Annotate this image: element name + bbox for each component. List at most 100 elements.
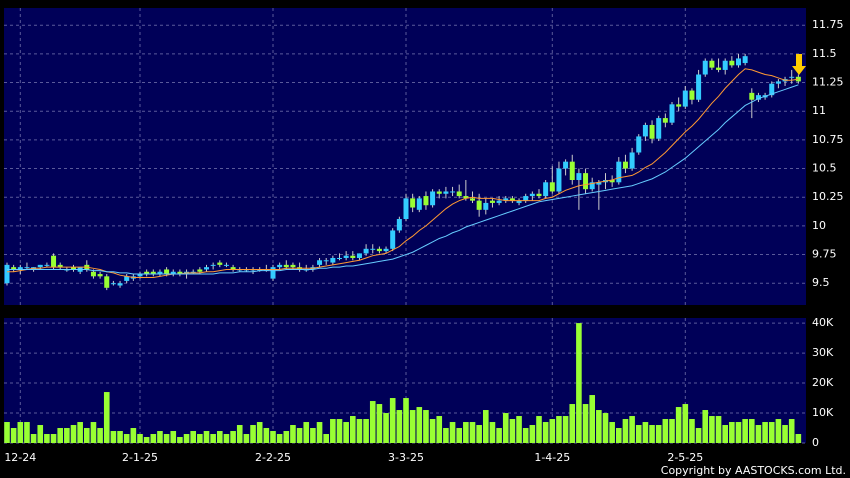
volume-bar	[396, 410, 403, 443]
candle-body	[210, 264, 216, 266]
candle-body	[24, 267, 30, 269]
y-tick-label: 40K	[812, 316, 834, 329]
volume-bar	[423, 410, 429, 443]
y-tick-label: 10.5	[812, 162, 837, 175]
candle-body	[44, 264, 50, 266]
candle-body	[303, 269, 309, 271]
candle-body	[649, 124, 655, 139]
candle-body	[243, 269, 249, 271]
candle-body	[71, 267, 76, 270]
volume-bar	[635, 425, 642, 443]
candle-body	[669, 104, 675, 123]
volume-bar	[689, 419, 695, 443]
volume-bar	[476, 425, 482, 443]
x-tick-label: 2-5-25	[667, 451, 703, 464]
candle-body	[430, 191, 436, 206]
candle-body	[190, 271, 196, 273]
volume-bar	[183, 434, 190, 443]
volume-bar	[655, 425, 662, 443]
volume-bar	[343, 422, 349, 443]
volume-bar	[4, 422, 10, 443]
candle-body	[230, 267, 236, 270]
candle-body	[170, 271, 176, 275]
volume-bar	[217, 431, 223, 443]
volume-bar	[549, 419, 556, 443]
candle-body	[330, 257, 336, 263]
volume-bar	[509, 419, 516, 443]
volume-bar	[516, 416, 522, 443]
volume-bar	[250, 425, 256, 443]
volume-bar	[64, 428, 70, 443]
candle-body	[117, 283, 123, 286]
volume-bar	[609, 422, 615, 443]
candle-body	[682, 90, 688, 107]
marker-arrow	[792, 54, 806, 75]
volume-bar	[303, 422, 310, 443]
volume-bar	[709, 416, 715, 443]
y-tick-label: 11.5	[812, 47, 837, 60]
candle-body	[769, 83, 775, 96]
volume-bar	[263, 428, 270, 443]
volume-bar	[223, 434, 230, 443]
candle-body	[716, 67, 722, 70]
volume-bar	[775, 419, 782, 443]
y-tick-label: 9.5	[812, 276, 830, 289]
volume-bar	[230, 431, 236, 443]
volume-bar	[562, 416, 569, 443]
volume-bar	[350, 416, 356, 443]
candle-body	[150, 271, 156, 275]
y-tick-label: 11.75	[812, 18, 844, 31]
volume-bar	[755, 425, 762, 443]
volume-bar	[137, 434, 143, 443]
volume-bar	[469, 422, 476, 443]
volume-bar	[110, 431, 117, 443]
candle-body	[576, 173, 582, 181]
volume-bar	[310, 428, 316, 443]
volume-bar	[502, 413, 509, 443]
volume-bar	[276, 434, 283, 443]
volume-bar	[589, 395, 595, 443]
candle-body	[290, 264, 296, 268]
candle-body	[755, 95, 761, 100]
candle-body	[104, 276, 110, 288]
volume-bar	[84, 428, 90, 443]
volume-bar	[456, 428, 462, 443]
moving-average-line	[7, 68, 799, 278]
candle-body	[443, 191, 449, 194]
candle-body	[676, 104, 682, 107]
candle-body	[204, 267, 209, 270]
volume-bar	[117, 431, 123, 443]
volume-bar	[722, 425, 728, 443]
volume-bar	[316, 422, 323, 443]
y-tick-label: 10.75	[812, 133, 844, 146]
candle-body	[563, 161, 569, 169]
candle-body	[323, 260, 329, 262]
candle-body	[722, 60, 728, 70]
volume-bar	[389, 398, 396, 443]
volume-bar	[157, 431, 163, 443]
candle-body	[90, 271, 96, 277]
volume-bar	[409, 410, 416, 443]
volume-bar	[50, 434, 57, 443]
volume-bar	[323, 434, 329, 443]
volume-bar	[483, 410, 489, 443]
candle-body	[749, 92, 755, 100]
volume-bar	[642, 422, 649, 443]
candle-body	[157, 271, 163, 275]
candle-body	[410, 198, 416, 208]
x-tick-label: 2-1-25	[122, 451, 158, 464]
y-tick-label: 30K	[812, 346, 834, 359]
volume-bar	[243, 434, 250, 443]
candle-body	[463, 196, 469, 199]
candle-body	[470, 198, 475, 201]
candle-body	[689, 90, 695, 100]
x-tick-label: 1-4-25	[534, 451, 570, 464]
volume-bar	[97, 428, 103, 443]
volume-bar	[762, 422, 768, 443]
volume-bar	[602, 413, 609, 443]
candle-body	[423, 196, 429, 206]
candle-body	[110, 283, 116, 285]
volume-bar	[669, 419, 675, 443]
candle-body	[51, 255, 57, 268]
